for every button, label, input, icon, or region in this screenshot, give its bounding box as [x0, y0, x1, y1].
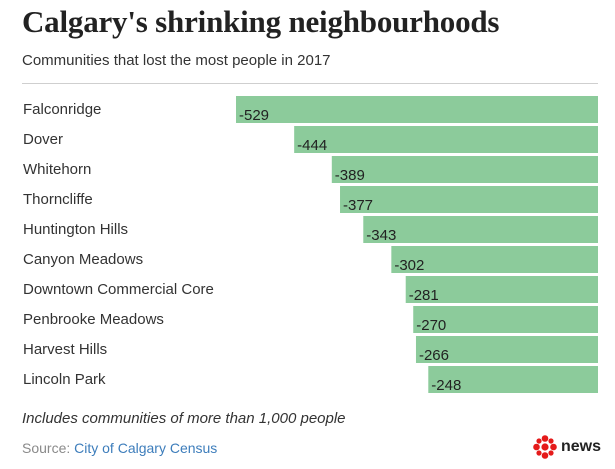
logo-wordmark: news	[560, 438, 601, 455]
chart-title: Calgary's shrinking neighbourhoods	[22, 4, 500, 39]
divider	[22, 83, 598, 84]
category-label: Penbrooke Meadows	[23, 311, 164, 328]
bar	[428, 366, 598, 393]
data-label: -281	[409, 287, 439, 304]
source-line: Source: City of Calgary Census	[22, 440, 217, 456]
data-label: -266	[419, 347, 449, 364]
data-label: -343	[366, 227, 396, 244]
data-label: -389	[335, 167, 365, 184]
category-label: Dover	[23, 131, 63, 148]
bar	[405, 276, 598, 303]
bar	[363, 216, 598, 243]
category-label: Huntington Hills	[23, 221, 128, 238]
source-prefix: Source:	[22, 440, 75, 456]
source-link[interactable]: City of Calgary Census	[74, 440, 218, 456]
cbc-news-logo: news	[532, 434, 601, 460]
category-label: Canyon Meadows	[23, 251, 143, 268]
bar	[391, 246, 598, 273]
chart-subtitle: Communities that lost the most people in…	[22, 52, 331, 69]
cbc-gem-icon	[533, 435, 557, 459]
data-label: -444	[297, 137, 327, 154]
bar	[413, 306, 598, 333]
data-label: -529	[239, 107, 269, 124]
bar	[415, 336, 598, 363]
footnote: Includes communities of more than 1,000 …	[22, 410, 346, 427]
category-label: Lincoln Park	[23, 371, 106, 388]
data-label: -270	[416, 317, 446, 334]
category-label: Falconridge	[23, 101, 101, 118]
bar	[340, 186, 598, 213]
category-label: Downtown Commercial Core	[23, 281, 214, 298]
category-label: Harvest Hills	[23, 341, 107, 358]
data-label: -377	[343, 197, 373, 214]
bar	[294, 126, 598, 153]
bar	[236, 96, 598, 123]
bar	[331, 156, 598, 183]
data-label: -248	[431, 377, 461, 394]
category-label: Whitehorn	[23, 161, 91, 178]
category-label: Thorncliffe	[23, 191, 93, 208]
data-label: -302	[394, 257, 424, 274]
